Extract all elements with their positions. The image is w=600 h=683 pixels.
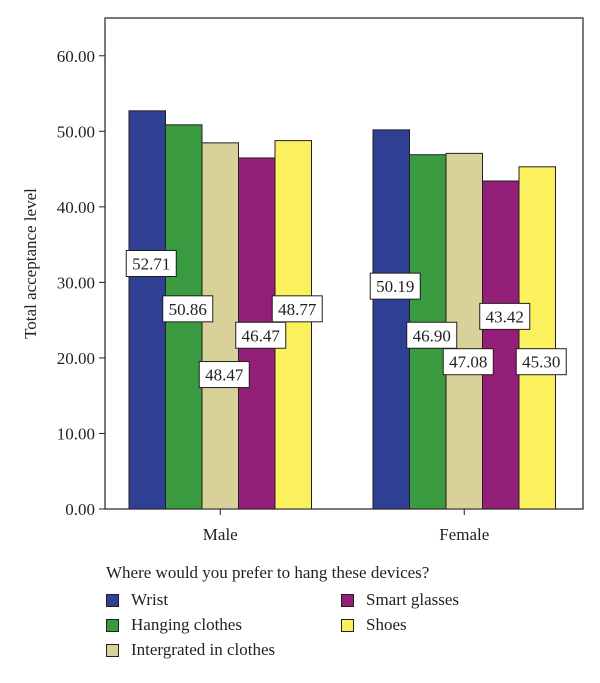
bar-chart: 0.00 10.00 20.00 30.00 40.00 50.00 60.00 Total …: [21, 17, 584, 544]
legend-swatch-wrist: [106, 593, 119, 607]
legend-label-smart-glasses: Smart glasses: [366, 590, 460, 609]
y-tick-label: 20.00: [57, 349, 95, 368]
legend-item-shoes: Shoes: [341, 615, 407, 635]
bar-shoes-female: [518, 166, 556, 510]
data-label: 43.42: [486, 307, 524, 326]
data-label-box: [198, 361, 250, 389]
bar-wrist-male: [128, 110, 166, 510]
legend-label-hanging-clothes: Hanging clothes: [131, 615, 242, 634]
bar-intergrated-in-clothes-male: [201, 142, 239, 510]
data-label: 45.30: [522, 353, 560, 372]
legend-swatch-hanging-clothes: [106, 618, 119, 632]
data-label-box: [479, 302, 531, 330]
data-label: 46.90: [413, 326, 451, 345]
y-tick-label: 40.00: [57, 198, 95, 217]
legend-swatch-intergrated-in-clothes: [106, 643, 119, 657]
data-label: 50.19: [376, 277, 414, 296]
data-label-box: [515, 348, 567, 376]
data-label-box: [369, 272, 421, 300]
legend-item-smart-glasses: Smart glasses: [341, 590, 459, 610]
y-tick-label: 0.00: [65, 500, 95, 519]
x-tick-label: Male: [203, 525, 238, 544]
bar-wrist-female: [372, 129, 410, 510]
plot-frame: [104, 17, 584, 510]
y-tick-label: 60.00: [57, 47, 95, 66]
y-tick-label: 30.00: [57, 273, 95, 292]
legend-label-intergrated-in-clothes: Intergrated in clothes: [131, 640, 276, 659]
y-tick-label: 50.00: [57, 122, 95, 141]
legend-label-shoes: Shoes: [366, 615, 407, 634]
legend-swatch-shoes: [341, 618, 354, 632]
data-label: 46.47: [242, 326, 281, 345]
data-label-box: [271, 295, 323, 323]
legend-swatch-smart-glasses: [341, 593, 354, 607]
data-label: 52.71: [132, 255, 170, 274]
legend-label-wrist: Wrist: [131, 590, 169, 609]
data-label-box: [162, 295, 214, 323]
data-label-box: [125, 250, 177, 277]
legend-title: Where would you prefer to hang these dev…: [106, 563, 430, 582]
bar-smart-glasses-female: [482, 180, 520, 510]
data-label: 47.08: [449, 353, 487, 372]
x-tick-label: Female: [439, 525, 489, 544]
data-label: 50.86: [169, 300, 207, 319]
data-label-box: [406, 321, 458, 349]
data-label-box: [235, 321, 287, 349]
data-label-box: [442, 348, 494, 376]
legend-item-intergrated-in-clothes: Intergrated in clothes: [106, 640, 275, 660]
data-label: 48.77: [278, 300, 317, 319]
legend-item-wrist: Wrist: [106, 590, 168, 610]
y-axis-label: Total acceptance level: [21, 188, 40, 339]
data-label: 48.47: [205, 366, 244, 385]
legend-item-hanging-clothes: Hanging clothes: [106, 615, 242, 635]
y-tick-label: 10.00: [57, 424, 95, 443]
